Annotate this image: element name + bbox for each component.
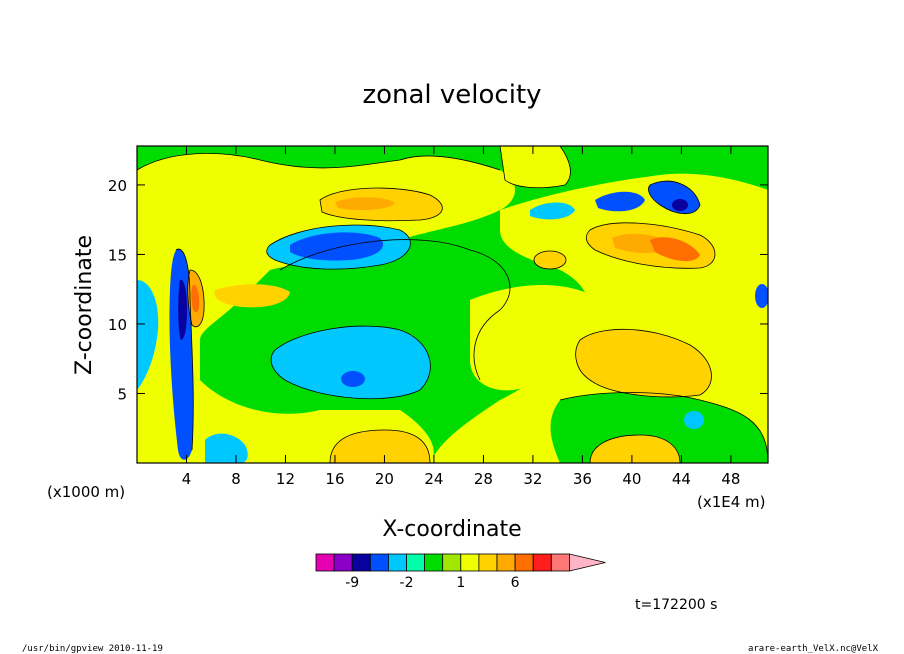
x-multiplier-label: (x1E4 m) [697, 493, 766, 511]
time-label: t=172200 s [635, 597, 717, 613]
colorbar-swatch [387, 553, 407, 572]
colorbar-swatch [550, 553, 570, 572]
x-tick-label: 20 [375, 470, 394, 488]
x-tick-label: 16 [325, 470, 344, 488]
colorbar-swatch [315, 553, 335, 572]
colorbar-labels: -9 -2 1 6 [345, 575, 519, 591]
blue-top-right [595, 191, 645, 212]
colorbar-swatch [478, 553, 498, 572]
colorbar-swatch [351, 553, 371, 572]
y-tick-label: 15 [108, 246, 127, 264]
orange-center-spot [534, 251, 566, 269]
x-tick-label: 8 [231, 470, 241, 488]
y-axis: 5 10 15 20 [108, 177, 768, 403]
yellow-region-left [137, 153, 515, 463]
x-tick-label: 36 [573, 470, 592, 488]
colorbar [315, 553, 606, 572]
contour-lines [137, 146, 768, 463]
blue-jet [290, 232, 384, 261]
cyan-top-center [530, 202, 575, 220]
orange-bottom [330, 430, 430, 463]
x-axis-title: X-coordinate [382, 517, 521, 542]
red-right-core [650, 237, 700, 262]
colorbar-swatch [442, 553, 462, 572]
colorbar-swatch [496, 553, 516, 572]
colorbar-label: -2 [400, 575, 414, 591]
chart-title: zonal velocity [362, 80, 541, 110]
colorbar-swatch [333, 553, 353, 572]
darkblue-upper-right [672, 199, 688, 211]
x-tick-label: 28 [474, 470, 493, 488]
colorbar-swatch [514, 553, 534, 572]
x-tick-label: 48 [721, 470, 740, 488]
x-tick-label: 12 [276, 470, 295, 488]
colorbar-swatch [532, 553, 552, 572]
cyan-lower-right [684, 411, 704, 429]
orange-lower-right [575, 329, 712, 397]
red-mountain-wave [191, 284, 200, 313]
y-tick-label: 20 [108, 177, 127, 195]
blue-mountain-wave [169, 249, 194, 460]
contour-field [137, 146, 768, 463]
cyan-region-mid [271, 326, 431, 399]
footer-right: arare-earth_VelX.nc@VelX [748, 644, 879, 654]
cyan-left-edge [137, 280, 159, 390]
blue-spot-mid [341, 371, 365, 387]
darkblue-mountain-wave [178, 279, 187, 340]
orange-upper-core [335, 197, 395, 211]
colorbar-swatch [406, 553, 426, 572]
x-tick-label: 44 [672, 470, 691, 488]
blue-right-edge [755, 284, 768, 308]
colorbar-arrow [569, 553, 606, 572]
y-axis-title: Z-coordinate [72, 235, 97, 375]
x-tick-label: 32 [523, 470, 542, 488]
yellow-top-center [500, 146, 571, 188]
x-tick-label: 24 [424, 470, 443, 488]
colorbar-label: -9 [345, 575, 359, 591]
colorbar-swatch [460, 553, 480, 572]
colorbar-label: 6 [511, 575, 520, 591]
colorbar-swatch [369, 553, 389, 572]
x-tick-label: 40 [622, 470, 641, 488]
yellow-region-center [470, 285, 626, 391]
orange-left-band [214, 284, 290, 308]
x-tick-label: 4 [182, 470, 192, 488]
x-unit-label: (x1000 m) [47, 483, 125, 501]
colorbar-swatch [424, 553, 444, 572]
plot-frame [136, 145, 769, 464]
orange-bottom-right [590, 435, 680, 463]
colorbar-label: 1 [456, 575, 465, 591]
y-tick-label: 5 [117, 385, 127, 403]
x-axis: 4 8 12 16 20 24 28 32 36 40 44 48 [182, 146, 740, 488]
footer-left: /usr/bin/gpview 2010-11-19 [22, 644, 163, 654]
cyan-lower-left [205, 433, 248, 463]
y-tick-label: 10 [108, 316, 127, 334]
